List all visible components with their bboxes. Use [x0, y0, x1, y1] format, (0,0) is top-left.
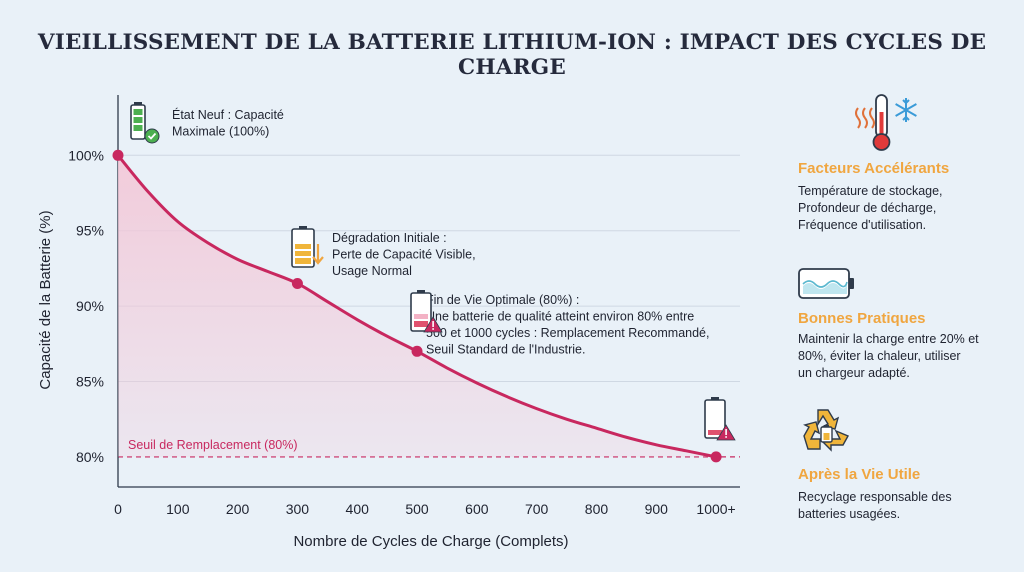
- data-point: [291, 277, 303, 289]
- annotation-text: Perte de Capacité Visible,: [332, 248, 476, 262]
- data-point: [411, 345, 423, 357]
- y-tick-label: 90%: [76, 298, 104, 314]
- x-tick-label: 100: [166, 501, 190, 517]
- x-tick-label: 900: [645, 501, 669, 517]
- y-axis-label: Capacité de la Batterie (%): [37, 210, 54, 389]
- x-tick-label: 400: [346, 501, 370, 517]
- annotation-text: Fin de Vie Optimale (80%) :: [426, 293, 579, 307]
- recycle-battery-icon: [803, 409, 849, 452]
- battery-end-warning-icon: [704, 397, 736, 441]
- x-tick-label: 800: [585, 501, 609, 517]
- x-tick-label: 700: [525, 501, 549, 517]
- sidebar-title-factors: Facteurs Accélérants: [798, 160, 950, 177]
- x-tick-label: 1000+: [696, 501, 735, 517]
- annotation-text: 500 et 1000 cycles : Remplacement Recomm…: [426, 326, 709, 340]
- annotation-text: Dégradation Initiale :: [332, 231, 447, 245]
- sidebar-title-after-life: Après la Vie Utile: [798, 466, 921, 483]
- annotation-text: Usage Normal: [332, 264, 412, 278]
- x-axis-label: Nombre de Cycles de Charge (Complets): [293, 533, 568, 550]
- y-tick-label: 80%: [76, 449, 104, 465]
- x-tick-label: 200: [226, 501, 250, 517]
- annotation-text: Une batterie de qualité atteint environ …: [426, 310, 694, 324]
- x-tick-label: 300: [286, 501, 310, 517]
- battery-half-down-icon: [291, 226, 324, 268]
- sidebar-title-practices: Bonnes Pratiques: [798, 310, 926, 327]
- y-tick-label: 95%: [76, 223, 104, 239]
- sidebar-text-factors: Température de stockage, Profondeur de d…: [798, 184, 943, 232]
- annotation-text: Maximale (100%): [172, 125, 269, 139]
- battery-full-check-icon: [130, 102, 160, 144]
- thermometer-snowflake-icon: [855, 94, 917, 151]
- x-tick-label: 0: [114, 501, 122, 517]
- threshold-label: Seuil de Remplacement (80%): [128, 438, 298, 452]
- chart-title: VIEILLISSEMENT DE LA BATTERIE LITHIUM-IO…: [37, 30, 987, 80]
- y-tick-label: 85%: [76, 373, 104, 389]
- data-point: [710, 451, 722, 463]
- data-point: [112, 149, 124, 161]
- area-fill: [118, 155, 717, 457]
- x-tick-label: 500: [405, 501, 429, 517]
- sidebar-text-after-life: Recyclage responsable des batteries usag…: [798, 490, 952, 521]
- battery-wave-icon: [798, 268, 854, 299]
- sidebar-text-practices: Maintenir la charge entre 20% et 80%, év…: [798, 332, 979, 380]
- annotation-text: État Neuf : Capacité: [172, 107, 284, 122]
- annotation-text: Seuil Standard de l'Industrie.: [426, 343, 585, 357]
- battery-low-warning-icon: [410, 290, 443, 333]
- y-tick-label: 100%: [68, 147, 104, 163]
- x-tick-label: 600: [465, 501, 489, 517]
